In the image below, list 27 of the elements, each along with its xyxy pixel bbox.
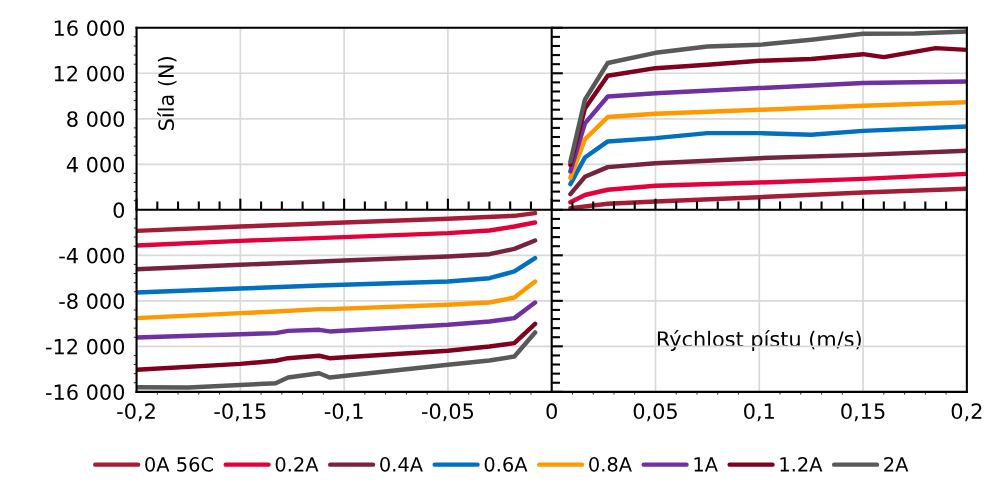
y-tick-label: 8 000	[67, 111, 125, 127]
y-tick-label: -12 000	[46, 338, 125, 355]
x-tick-label: 0	[546, 403, 557, 420]
legend-label: 0.2A	[275, 457, 319, 472]
x-tick-label: 0,2	[951, 403, 982, 422]
legend-label: 1.2A	[780, 457, 823, 472]
x-tick-label: 0,05	[633, 403, 677, 422]
legend-label: 0.4A	[380, 457, 423, 472]
y-tick-label: 0	[113, 202, 125, 219]
x-tick-label: -0,15	[214, 403, 266, 422]
x-tick-label: 0,1	[744, 403, 774, 422]
y-axis-title: Síla (N)	[157, 57, 177, 130]
y-tick-label: -16 000	[46, 384, 125, 401]
y-tick-label: -4 000	[59, 247, 125, 264]
y-tick-label: 4 000	[66, 156, 125, 173]
x-tick-label: 0,15	[841, 403, 885, 422]
legend-label: 0.8A	[589, 457, 632, 472]
legend-label: 0A 56C	[145, 457, 214, 472]
y-tick-label: 16 000	[54, 20, 125, 36]
y-tick-label: 12 000	[54, 65, 125, 82]
legend-label: 1A	[694, 457, 718, 472]
legend-label: 2A	[884, 457, 909, 472]
legend-label: 0.6A	[484, 457, 528, 472]
x-tick-label: -0,1	[324, 403, 363, 422]
y-tick-label: -8 000	[59, 293, 125, 310]
x-tick-label: -0,2	[117, 403, 155, 422]
x-tick-label: -0,05	[421, 403, 474, 422]
